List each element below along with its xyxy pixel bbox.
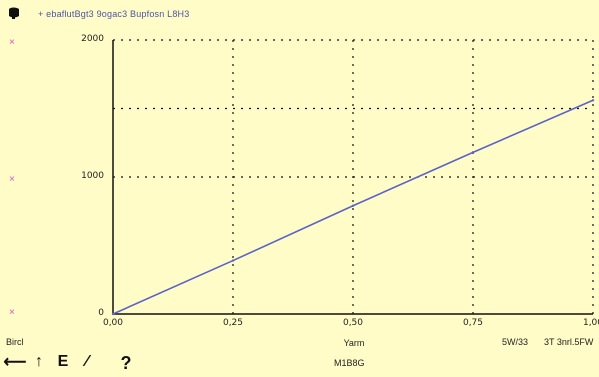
select-tool-icon[interactable]: ⟵	[3, 354, 27, 371]
x-tick-label: 0,00	[102, 318, 124, 328]
data-point	[231, 259, 235, 262]
y-marker-mid-icon: ×	[9, 174, 15, 185]
x-tick-label: 0,75	[462, 318, 484, 328]
x-tick-label: 1,00	[582, 318, 599, 328]
status-left-text: Bircl	[6, 337, 24, 347]
zoom-tool-icon[interactable]: E	[57, 353, 69, 370]
pan-tool-icon[interactable]: ↑	[35, 353, 43, 370]
status-right-text-1: 5W/33	[502, 337, 529, 347]
help-button[interactable]: ?	[120, 353, 132, 373]
y-marker-bottom-icon: ×	[9, 307, 15, 318]
data-point	[591, 99, 595, 102]
y-tick-label: 2000	[81, 34, 104, 44]
x-tick-label: 0,25	[222, 318, 244, 328]
series-layer	[111, 99, 595, 316]
y-tick-label: 0	[98, 308, 104, 318]
series-legend-label: + ebaflutBgt3 9ogac3 Bupfosn L8H3	[38, 9, 190, 19]
x-axis-title: Yarm	[343, 338, 365, 348]
x-tick-label: 0,50	[342, 318, 364, 328]
draw-tool-icon[interactable]: ∕	[85, 353, 89, 370]
status-right-text-2: 3T 3nrl.5FW	[544, 337, 594, 347]
y-tick-label: 1000	[81, 171, 104, 181]
plot-axes	[112, 40, 593, 315]
chart-toolbar: ⟵ ↑ E ∕	[3, 351, 96, 373]
data-point	[111, 312, 115, 316]
grid-lines	[113, 39, 594, 314]
data-point	[471, 151, 475, 154]
y-marker-top-icon: ×	[9, 37, 15, 48]
data-point	[351, 204, 355, 207]
chart-window-icon[interactable]	[7, 6, 21, 20]
bottom-status-label: M1B8G	[334, 358, 365, 368]
